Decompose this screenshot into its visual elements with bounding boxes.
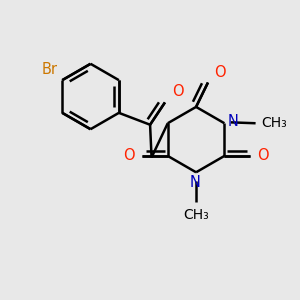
Text: N: N <box>189 175 200 190</box>
Text: CH₃: CH₃ <box>262 116 287 130</box>
Text: O: O <box>257 148 269 164</box>
Text: N: N <box>227 114 238 129</box>
Text: O: O <box>172 85 184 100</box>
Text: Br: Br <box>42 62 58 77</box>
Text: CH₃: CH₃ <box>183 208 209 222</box>
Text: O: O <box>123 148 135 164</box>
Text: O: O <box>214 64 226 80</box>
